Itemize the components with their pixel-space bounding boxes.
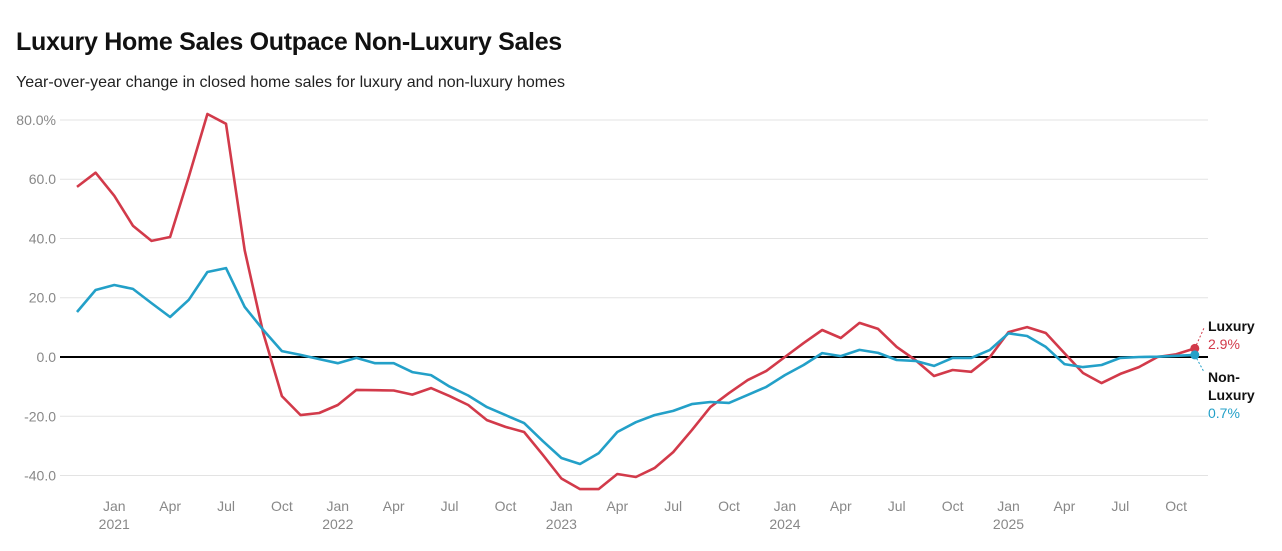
y-tick-label: 60.0 (29, 171, 56, 187)
x-tick-label: Jul (1111, 498, 1129, 514)
chart-title: Luxury Home Sales Outpace Non-Luxury Sal… (16, 28, 562, 56)
x-tick-label: Jan (327, 498, 350, 514)
series-label: Luxury (1208, 318, 1255, 334)
x-tick-label: Oct (1165, 498, 1187, 514)
x-tick-label: Oct (718, 498, 740, 514)
x-tick-label: Apr (159, 498, 181, 514)
x-tick-label: Oct (271, 498, 293, 514)
x-tick-year: 2025 (993, 516, 1024, 532)
x-tick-label: Jul (441, 498, 459, 514)
series-line-non-luxury (76, 266, 1195, 466)
label-leader (1194, 354, 1205, 373)
x-tick-label: Apr (1053, 498, 1075, 514)
x-tick-label: Jan (774, 498, 797, 514)
x-tick-label: Apr (830, 498, 852, 514)
series-label: Luxury (1208, 387, 1255, 403)
x-tick-label: Apr (606, 498, 628, 514)
x-tick-year: 2023 (546, 516, 577, 532)
x-tick-label: Jul (217, 498, 235, 514)
x-tick-label: Apr (383, 498, 405, 514)
y-tick-label: 0.0 (37, 349, 57, 365)
x-tick-label: Jan (550, 498, 573, 514)
y-tick-label: 80.0% (16, 112, 56, 128)
x-tick-label: Jul (664, 498, 682, 514)
x-tick-label: Oct (495, 498, 517, 514)
series-line-luxury (76, 112, 1196, 491)
x-tick-label: Jan (997, 498, 1020, 514)
series-label: Non- (1208, 369, 1240, 385)
x-tick-year: 2021 (99, 516, 130, 532)
series-value: 2.9% (1208, 336, 1240, 352)
y-tick-label: -20.0 (24, 408, 56, 424)
x-tick-year: 2022 (322, 516, 353, 532)
x-tick-label: Jul (888, 498, 906, 514)
y-tick-label: 40.0 (29, 230, 56, 246)
y-tick-label: -40.0 (24, 468, 56, 484)
y-tick-label: 20.0 (29, 290, 56, 306)
x-tick-label: Oct (942, 498, 964, 514)
series-value: 0.7% (1208, 405, 1240, 421)
x-tick-label: Jan (103, 498, 126, 514)
x-tick-year: 2024 (769, 516, 800, 532)
chart-subtitle: Year-over-year change in closed home sal… (16, 74, 566, 91)
